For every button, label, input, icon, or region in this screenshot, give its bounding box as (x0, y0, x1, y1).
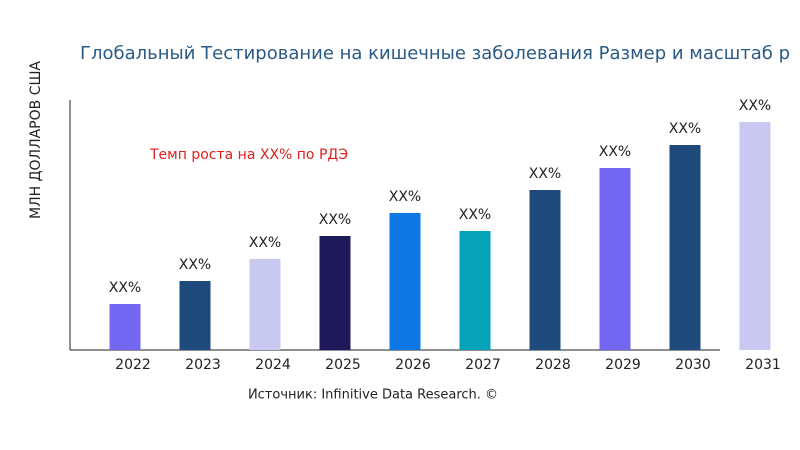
x-tick-label: 2029 (605, 357, 641, 373)
value-label: XX% (179, 257, 211, 273)
value-label: XX% (529, 166, 561, 182)
x-tick-label: 2024 (255, 357, 291, 373)
x-tick-label: 2025 (325, 357, 361, 373)
bar (179, 281, 211, 350)
bar (459, 231, 491, 350)
value-label: XX% (319, 212, 351, 228)
x-tick-label: 2031 (745, 357, 781, 373)
bar (669, 145, 701, 350)
x-tick-label: 2028 (535, 357, 571, 373)
x-tick-label: 2022 (115, 357, 151, 373)
value-label: XX% (459, 207, 491, 223)
bar (109, 304, 141, 350)
value-label: XX% (389, 189, 421, 205)
value-label: XX% (739, 98, 771, 114)
annotation: Темп роста на XX% по РДЭ (149, 147, 348, 163)
y-axis-label: МЛН ДОЛЛАРОВ США (28, 61, 44, 219)
value-label: XX% (599, 144, 631, 160)
source: Источник: Infinitive Data Research. © (248, 388, 498, 403)
bar (249, 259, 281, 350)
bar (319, 236, 351, 350)
bar (529, 190, 561, 350)
value-label: XX% (249, 235, 281, 251)
value-label: XX% (109, 280, 141, 296)
x-tick-label: 2030 (675, 357, 711, 373)
value-label: XX% (669, 121, 701, 137)
x-tick-label: 2023 (185, 357, 221, 373)
chart-title: Глобальный Тестирование на кишечные забо… (80, 43, 790, 64)
bar (739, 122, 771, 350)
x-tick-label: 2026 (395, 357, 431, 373)
bar (389, 213, 421, 350)
bar (599, 168, 631, 350)
x-tick-label: 2027 (465, 357, 501, 373)
